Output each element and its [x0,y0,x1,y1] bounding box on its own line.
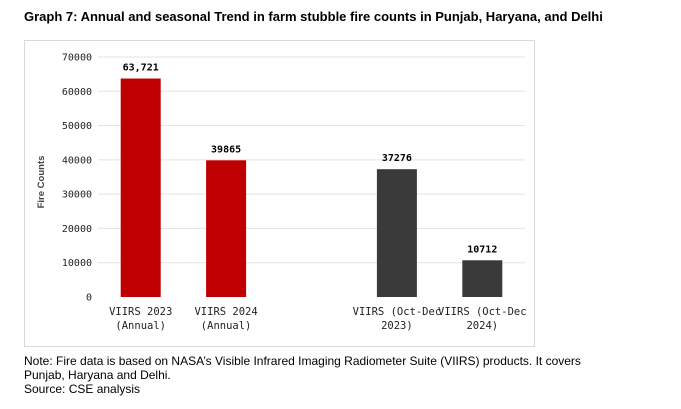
bar [462,260,503,297]
y-tick-label: 60000 [62,87,92,98]
y-tick-label: 0 [86,293,92,304]
category-label: (Annual) [115,320,166,332]
data-label: 37276 [382,153,412,164]
category-label: 2024) [466,320,498,332]
data-label: 10712 [467,244,497,255]
bar [376,169,417,297]
y-tick-label: 10000 [62,258,92,269]
y-tick-label: 40000 [62,155,92,166]
chart-note: Note: Fire data is based on NASA’s Visib… [24,354,664,396]
note-line-1: Note: Fire data is based on NASA’s Visib… [24,354,581,368]
data-label: 63,721 [123,63,159,74]
chart-title: Graph 7: Annual and seasonal Trend in fa… [24,9,603,24]
category-label: VIIRS 2024 [194,306,257,318]
chart-area: 0 10000 20000 30000 40000 50000 60000 70000 Fire… [24,40,535,347]
y-tick-label: 30000 [62,190,92,201]
category-label: VIIRS (Oct-Dec [438,306,527,318]
y-tick-label: 70000 [62,53,92,64]
category-label: VIIRS (Oct-Dec [353,306,442,318]
category-label: 2023) [381,320,413,332]
y-tick-label: 20000 [62,224,92,235]
category-label: (Annual) [201,320,252,332]
category-label: VIIRS 2023 [109,306,172,318]
source-line: Source: CSE analysis [24,382,141,396]
y-tick-label: 50000 [62,121,92,132]
bar [206,160,247,297]
bar-chart: 0 10000 20000 30000 40000 50000 60000 70000 Fire… [36,53,527,333]
y-axis-label: Fire Counts [36,156,47,209]
note-line-2: Punjab, Haryana and Delhi. [24,368,171,382]
bar [120,78,161,297]
data-label: 39865 [211,144,241,155]
